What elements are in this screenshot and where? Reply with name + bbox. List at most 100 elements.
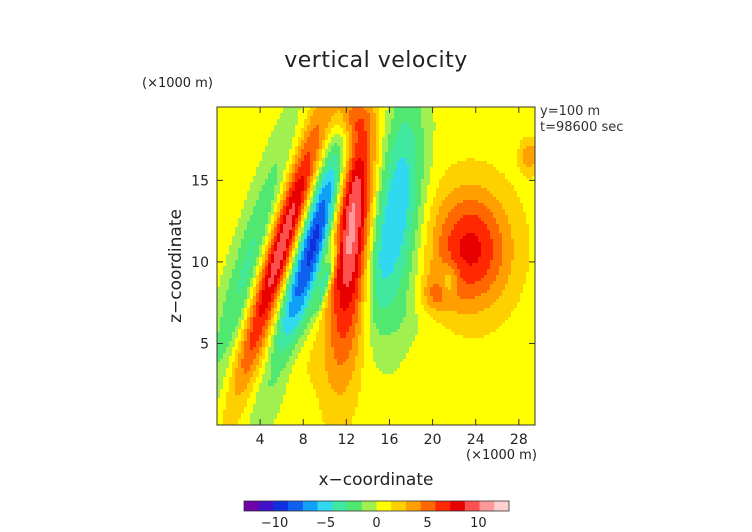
heatmap-cell [385, 227, 389, 231]
heatmap-cell [493, 113, 497, 117]
heatmap-cell [379, 218, 383, 222]
heatmap-cell [448, 236, 452, 240]
heatmap-cell [514, 200, 518, 204]
heatmap-cell [256, 176, 260, 180]
heatmap-cell [511, 140, 515, 144]
heatmap-cell [442, 182, 446, 186]
heatmap-cell [442, 155, 446, 159]
heatmap-cell [349, 239, 353, 243]
heatmap-cell [400, 236, 404, 240]
heatmap-cell [352, 143, 356, 147]
heatmap-cell [397, 236, 401, 240]
heatmap-cell [493, 152, 497, 156]
heatmap-cell [421, 230, 425, 234]
heatmap-cell [520, 245, 524, 249]
heatmap-cell [349, 245, 353, 249]
heatmap-cell [451, 185, 455, 189]
heatmap-cell [241, 215, 245, 219]
heatmap-cell [439, 173, 443, 177]
heatmap-cell [367, 209, 371, 213]
heatmap-cell [394, 152, 398, 156]
heatmap-cell [487, 152, 491, 156]
heatmap-cell [532, 152, 536, 156]
heatmap-cell [307, 164, 311, 168]
heatmap-cell [346, 137, 350, 141]
heatmap-cell [331, 176, 335, 180]
heatmap-cell [268, 203, 272, 207]
heatmap-cell [493, 200, 497, 204]
heatmap-cell [379, 107, 383, 111]
heatmap-cell [343, 137, 347, 141]
heatmap-cell [340, 191, 344, 195]
heatmap-cell [355, 245, 359, 249]
heatmap-cell [469, 134, 473, 138]
heatmap-cell [469, 239, 473, 243]
heatmap-cell [238, 110, 242, 114]
heatmap-cell [451, 230, 455, 234]
heatmap-cell [526, 131, 530, 135]
heatmap-cell [346, 140, 350, 144]
heatmap-cell [280, 227, 284, 231]
heatmap-cell [229, 158, 233, 162]
heatmap-cell [448, 128, 452, 132]
heatmap-cell [256, 155, 260, 159]
heatmap-cell [265, 119, 269, 123]
heatmap-cell [373, 197, 377, 201]
heatmap-cell [310, 203, 314, 207]
heatmap-cell [529, 164, 533, 168]
heatmap-cell [475, 125, 479, 129]
heatmap-cell [217, 143, 221, 147]
heatmap-cell [421, 125, 425, 129]
heatmap-cell [301, 116, 305, 120]
heatmap-cell [322, 227, 326, 231]
heatmap-cell [355, 137, 359, 141]
heatmap-cell [313, 206, 317, 210]
heatmap-cell [241, 212, 245, 216]
heatmap-cell [448, 161, 452, 165]
heatmap-cell [442, 158, 446, 162]
heatmap-cell [334, 185, 338, 189]
heatmap-cell [532, 155, 536, 159]
heatmap-cell [271, 200, 275, 204]
heatmap-cell [451, 140, 455, 144]
heatmap-cell [241, 122, 245, 126]
heatmap-cell [343, 107, 347, 111]
heatmap-cell [487, 239, 491, 243]
heatmap-cell [475, 230, 479, 234]
heatmap-cell [382, 209, 386, 213]
heatmap-cell [400, 215, 404, 219]
heatmap-cell [490, 185, 494, 189]
heatmap-cell [250, 143, 254, 147]
heatmap-cell [463, 197, 467, 201]
heatmap-cell [361, 143, 365, 147]
heatmap-cell [355, 143, 359, 147]
heatmap-cell [451, 119, 455, 123]
heatmap-cell [514, 167, 518, 171]
heatmap-cell [235, 239, 239, 243]
heatmap-cell [337, 218, 341, 222]
heatmap-cell [376, 161, 380, 165]
heatmap-cell [514, 116, 518, 120]
heatmap-cell [379, 212, 383, 216]
heatmap-cell [271, 203, 275, 207]
heatmap-cell [253, 212, 257, 216]
heatmap-cell [490, 209, 494, 213]
heatmap-cell [400, 122, 404, 126]
heatmap-cell [436, 245, 440, 249]
heatmap-cell [523, 194, 527, 198]
heatmap-cell [280, 137, 284, 141]
heatmap-cell [520, 110, 524, 114]
heatmap-cell [472, 137, 476, 141]
heatmap-cell [232, 209, 236, 213]
heatmap-cell [226, 242, 230, 246]
heatmap-cell [520, 140, 524, 144]
heatmap-cell [304, 233, 308, 237]
heatmap-cell [277, 194, 281, 198]
heatmap-cell [499, 107, 503, 111]
heatmap-cell [247, 242, 251, 246]
heatmap-cell [409, 134, 413, 138]
heatmap-cell [346, 194, 350, 198]
heatmap-cell [244, 209, 248, 213]
heatmap-cell [343, 131, 347, 135]
heatmap-cell [352, 194, 356, 198]
